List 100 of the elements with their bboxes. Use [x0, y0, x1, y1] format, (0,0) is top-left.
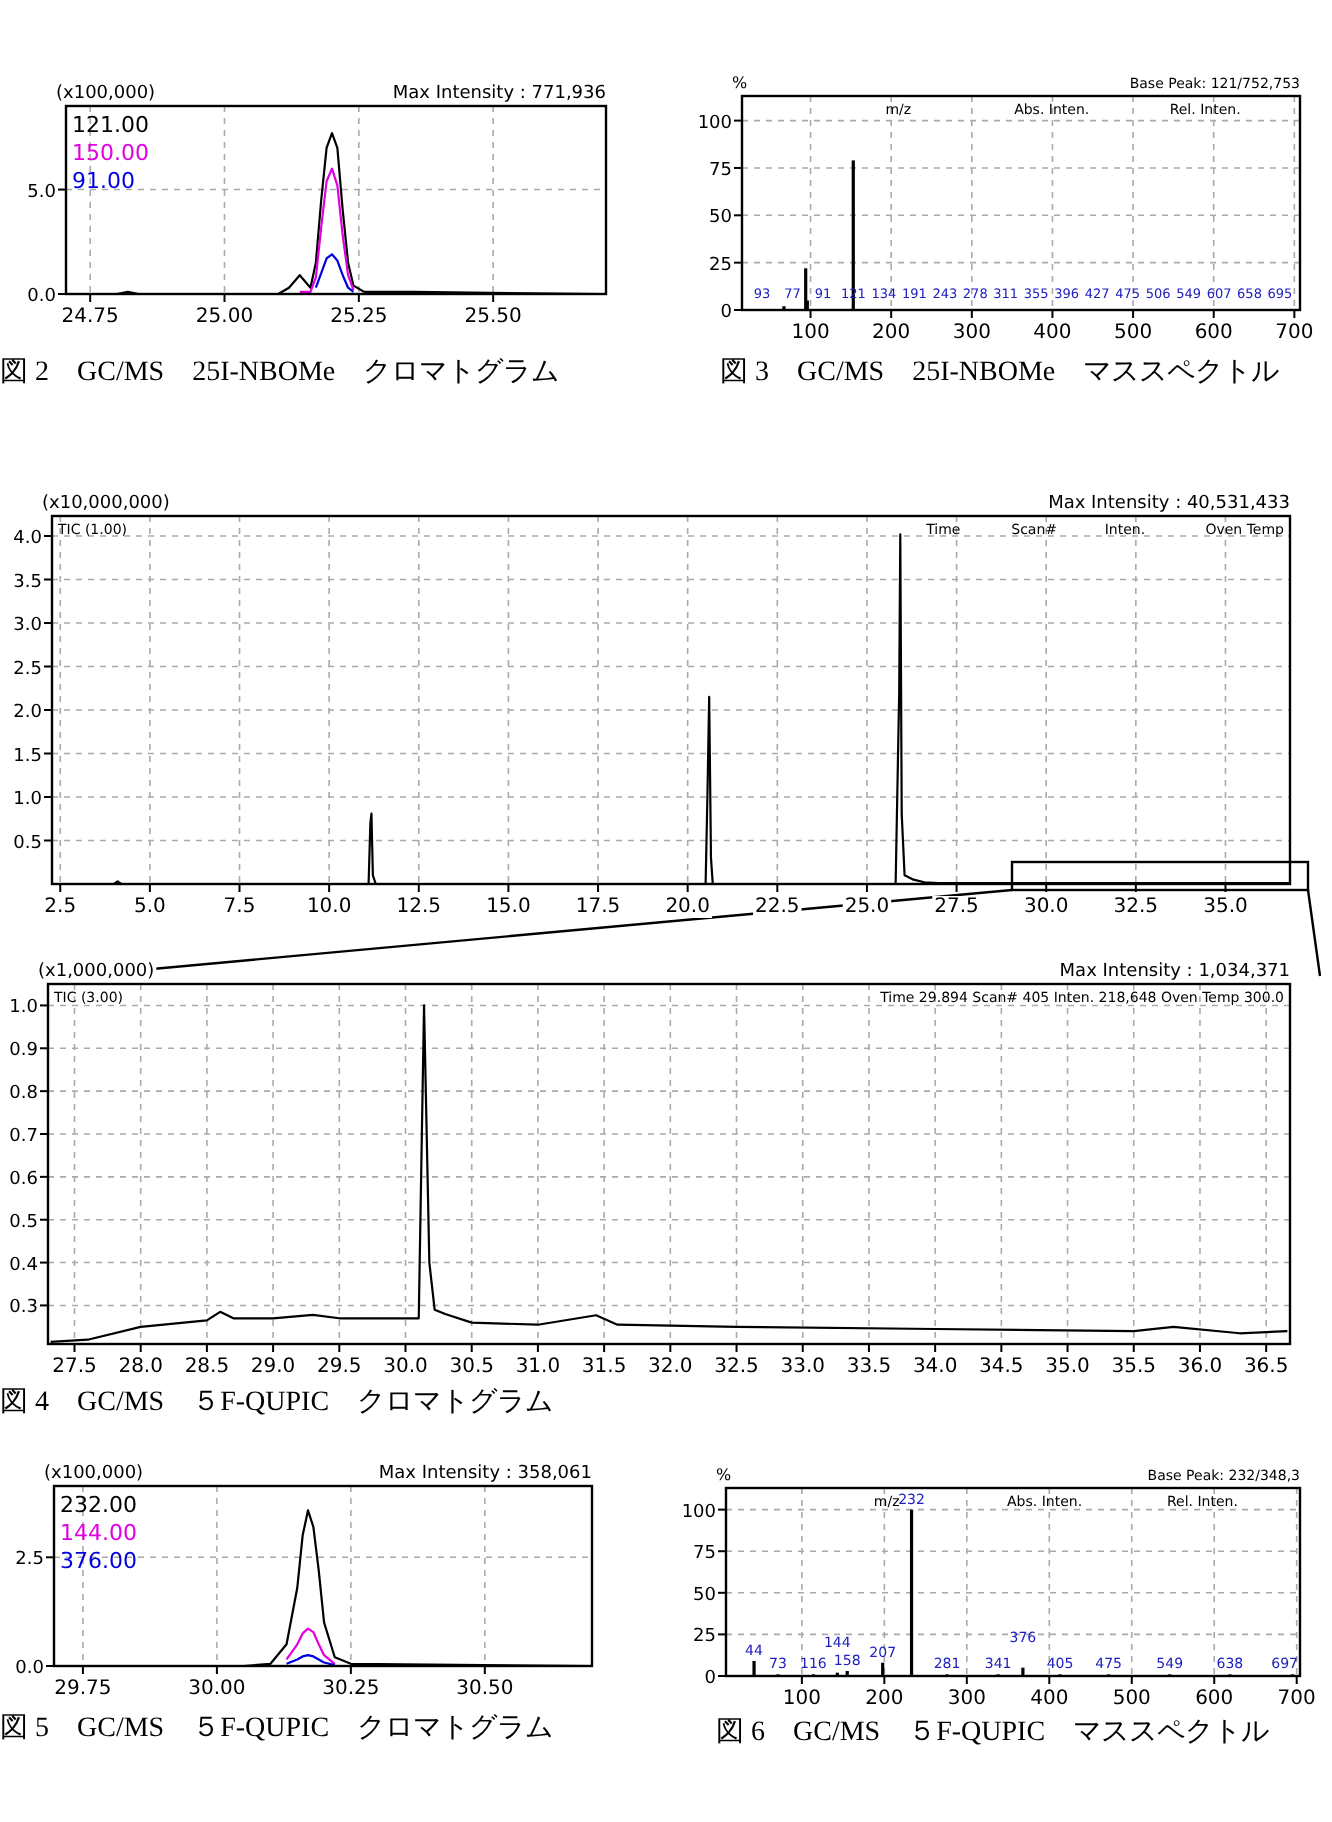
x-tick-label: 25.50 — [464, 306, 522, 328]
text: 図 2 GC/MS 25I-NBOMe クロマトグラム — [0, 358, 560, 388]
x-tick-label: 29.5 — [317, 1356, 362, 1378]
y-tick-label: 100 — [681, 1502, 717, 1523]
x-tick-label: 25.25 — [330, 306, 388, 328]
x-tick-label: 34.0 — [912, 1356, 958, 1378]
x-tick-label: 15.0 — [486, 896, 531, 918]
y-tick-label: 0 — [704, 1669, 717, 1689]
y-tick-label: 0.0 — [15, 1659, 45, 1679]
y-tick-label: 2.5 — [13, 659, 42, 680]
text: (x100,000) — [44, 1464, 144, 1484]
x-tick-label: 34.5 — [979, 1356, 1024, 1378]
text: Max Intensity : 1,034,371 — [1059, 962, 1290, 982]
x-tick-label: 30.0 — [1023, 896, 1069, 918]
x-tick-label: 20.0 — [665, 896, 710, 918]
x-tick-label: 29.75 — [54, 1678, 112, 1700]
line-series — [314, 253, 355, 294]
text: 図 6 GC/MS ５F-QUPIC マススペクトル — [716, 1718, 1270, 1748]
x-tick-label: 27.5 — [934, 896, 979, 918]
text: 図 5 GC/MS ５F-QUPIC クロマトグラム — [0, 1714, 554, 1744]
x-tick-label: 100 — [782, 1688, 821, 1710]
x-tick-label: 25.00 — [195, 306, 254, 328]
y-tick-label: 75 — [709, 160, 732, 181]
text: Max Intensity : 771,936 — [392, 84, 607, 104]
text: 232.00 — [60, 1492, 137, 1518]
x-tick-label: 33.0 — [780, 1356, 825, 1378]
x-tick-label: 500 — [1113, 322, 1153, 344]
x-tick-label: 17.5 — [575, 896, 621, 918]
text: Max Intensity : 40,531,433 — [1048, 494, 1290, 514]
y-tick-label: 0.0 — [27, 287, 57, 307]
y-tick-label: 0 — [720, 303, 733, 323]
y-tick-label: 0.5 — [13, 833, 42, 854]
text: 91.00 — [72, 168, 135, 194]
x-tick-label: 24.75 — [61, 306, 119, 328]
x-tick-label: 7.5 — [223, 896, 256, 918]
x-tick-label: 10.0 — [306, 896, 352, 918]
x-tick-label: 28.0 — [118, 1356, 163, 1378]
y-tick-label: 100 — [697, 113, 733, 134]
x-tick-label: 22.5 — [755, 896, 800, 918]
y-tick-label: 2.0 — [13, 703, 43, 723]
text: 150.00 — [72, 140, 149, 166]
x-tick-label: 36.0 — [1177, 1356, 1223, 1378]
y-tick-label: 0.6 — [9, 1169, 39, 1190]
x-tick-label: 100 — [791, 322, 830, 344]
x-tick-label: 200 — [872, 322, 911, 344]
x-tick-label: 200 — [865, 1688, 904, 1710]
y-tick-label: 0.5 — [9, 1212, 38, 1233]
x-tick-label: 35.0 — [1203, 896, 1248, 918]
text: % — [716, 1466, 732, 1484]
text: 図 3 GC/MS 25I-NBOMe マススペクトル — [720, 358, 1280, 388]
x-tick-label: 35.0 — [1045, 1356, 1090, 1378]
y-tick-label: 0.3 — [9, 1298, 38, 1319]
text: 376.00 — [60, 1548, 137, 1574]
y-tick-label: 0.8 — [9, 1084, 39, 1105]
y-tick-label: 3.5 — [13, 572, 42, 593]
x-tick-label: 27.5 — [52, 1356, 97, 1378]
x-tick-label: 32.5 — [714, 1356, 759, 1378]
text: % — [732, 74, 748, 92]
x-tick-label: 300 — [947, 1688, 986, 1710]
x-tick-label: 600 — [1195, 1688, 1234, 1710]
x-tick-label: 700 — [1277, 1688, 1316, 1710]
text: (x100,000) — [56, 84, 156, 104]
line-series — [285, 1627, 336, 1665]
text: Max Intensity : 358,061 — [378, 1464, 592, 1484]
x-tick-label: 29.0 — [250, 1356, 296, 1378]
x-tick-label: 5.0 — [133, 896, 166, 918]
x-tick-label: 31.5 — [581, 1356, 627, 1378]
y-tick-label: 25 — [709, 255, 732, 276]
text: 図 4 GC/MS ５F-QUPIC クロマトグラム — [0, 1388, 554, 1418]
y-tick-label: 0.4 — [9, 1255, 39, 1276]
x-tick-label: 400 — [1030, 1688, 1069, 1710]
x-tick-label: 30.5 — [449, 1356, 494, 1378]
x-tick-label: 31.0 — [515, 1356, 561, 1378]
text: 121.00 — [72, 112, 149, 138]
x-tick-label: 25.0 — [844, 896, 890, 918]
x-tick-label: 35.5 — [1111, 1356, 1157, 1378]
x-tick-label: 32.5 — [1113, 896, 1159, 918]
y-tick-label: 2.5 — [15, 1550, 44, 1571]
text: 144.00 — [60, 1520, 137, 1546]
y-tick-label: 0.7 — [9, 1127, 38, 1147]
x-tick-label: 30.0 — [383, 1356, 428, 1378]
x-tick-label: 700 — [1275, 322, 1314, 344]
y-tick-label: 3.0 — [13, 616, 43, 637]
y-tick-label: 1.0 — [13, 790, 43, 810]
text: (x10,000,000) — [42, 494, 170, 514]
y-tick-label: 50 — [693, 1585, 717, 1606]
x-tick-label: 33.5 — [846, 1356, 892, 1378]
x-tick-label: 2.5 — [44, 896, 77, 918]
x-tick-label: 300 — [952, 322, 991, 344]
x-tick-label: 30.25 — [322, 1678, 380, 1700]
y-tick-label: 5.0 — [27, 182, 57, 203]
x-tick-label: 12.5 — [396, 896, 442, 918]
x-tick-label: 600 — [1194, 322, 1233, 344]
x-tick-label: 30.50 — [456, 1678, 514, 1700]
y-tick-label: 25 — [693, 1627, 716, 1648]
x-tick-label: 500 — [1112, 1688, 1151, 1710]
text: (x1,000,000) — [38, 962, 155, 982]
x-tick-label: 30.00 — [188, 1678, 246, 1700]
x-tick-label: 36.5 — [1243, 1356, 1289, 1378]
x-tick-label: 400 — [1033, 322, 1072, 344]
